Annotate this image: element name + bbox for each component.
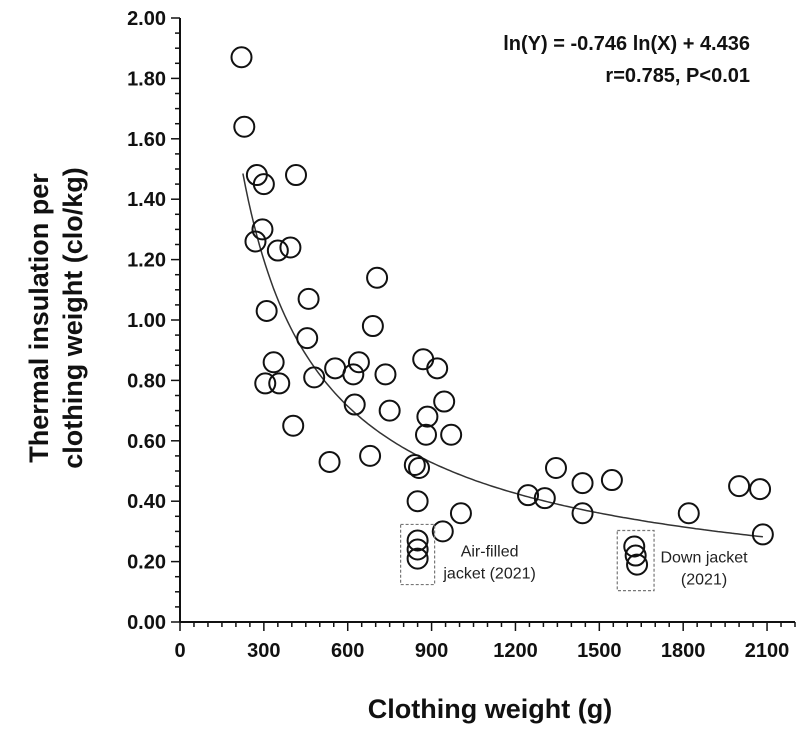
y-tick-label: 0.40 bbox=[127, 491, 166, 513]
data-point bbox=[403, 453, 426, 476]
data-point bbox=[230, 46, 253, 69]
data-point bbox=[677, 502, 700, 525]
data-point bbox=[571, 502, 594, 525]
x-tick-label: 0 bbox=[174, 640, 185, 662]
data-point bbox=[544, 456, 567, 479]
data-point bbox=[415, 423, 437, 446]
data-point bbox=[361, 315, 384, 338]
y-tick-label: 0.60 bbox=[127, 431, 166, 453]
annotation-label: (2021) bbox=[681, 572, 727, 589]
regression-equation: ln(Y) = -0.746 ln(X) + 4.436 bbox=[503, 33, 750, 55]
data-point bbox=[433, 390, 456, 413]
data-point bbox=[366, 266, 389, 289]
data-point bbox=[262, 351, 285, 374]
data-point bbox=[533, 487, 556, 510]
y-axis-title-line-2: clothing weight (clo/kg) bbox=[58, 167, 88, 468]
data-point bbox=[426, 357, 449, 380]
data-point bbox=[296, 327, 319, 350]
annotation-box bbox=[616, 529, 655, 592]
annotation-label: Down jacket bbox=[660, 550, 748, 567]
x-axis-title: Clothing weight (g) bbox=[368, 694, 612, 724]
data-point bbox=[571, 472, 594, 495]
data-point bbox=[626, 553, 649, 576]
data-point bbox=[412, 348, 435, 371]
data-point bbox=[279, 236, 302, 259]
data-points bbox=[230, 46, 774, 576]
x-tick-label: 1800 bbox=[661, 640, 706, 662]
y-axis-ticks: 0.00 0.20 0.40 0.60 0.80 1.00 1.20 1.40 1.60 1.80… bbox=[127, 8, 180, 634]
data-point bbox=[431, 520, 454, 543]
y-axis-title: Thermal insulation per clothing weight (… bbox=[24, 167, 88, 468]
regression-curve bbox=[242, 173, 763, 538]
data-point bbox=[343, 393, 366, 416]
data-point bbox=[254, 372, 277, 395]
data-point bbox=[449, 502, 472, 525]
y-tick-label: 0.20 bbox=[127, 552, 166, 574]
data-point bbox=[440, 423, 463, 446]
data-point bbox=[517, 484, 540, 507]
data-point bbox=[266, 239, 289, 262]
data-point bbox=[406, 529, 429, 552]
data-point bbox=[374, 363, 397, 386]
annotation-label: Air-filled bbox=[461, 543, 519, 560]
data-point bbox=[244, 230, 267, 253]
annotation-box bbox=[400, 523, 436, 586]
annotations: Air-filled jacket (2021) Down jacket (2021) bbox=[400, 523, 748, 592]
data-point bbox=[324, 357, 347, 380]
data-point bbox=[728, 475, 751, 498]
x-tick-label: 900 bbox=[415, 640, 448, 662]
x-tick-label: 600 bbox=[331, 640, 364, 662]
y-tick-label: 2.00 bbox=[127, 8, 166, 30]
data-point bbox=[251, 218, 274, 241]
data-point bbox=[406, 490, 429, 513]
y-tick-label: 1.40 bbox=[127, 189, 166, 211]
x-tick-label: 1500 bbox=[577, 640, 622, 662]
y-tick-label: 1.20 bbox=[127, 250, 166, 272]
regression-stats: r=0.785, P<0.01 bbox=[605, 65, 750, 87]
y-tick-label: 0.00 bbox=[127, 612, 166, 634]
y-tick-label: 1.80 bbox=[127, 68, 166, 90]
data-point bbox=[600, 469, 623, 492]
data-point bbox=[303, 366, 326, 389]
x-tick-label: 300 bbox=[247, 640, 280, 662]
data-point bbox=[347, 351, 370, 374]
x-tick-label: 1200 bbox=[493, 640, 538, 662]
x-tick-label: 2100 bbox=[745, 640, 790, 662]
data-point bbox=[297, 287, 320, 310]
data-point bbox=[408, 456, 431, 479]
data-point bbox=[268, 372, 291, 395]
x-axis-ticks: 0 300 600 900 1200 1500 1800 2100 bbox=[174, 622, 796, 662]
data-point bbox=[282, 414, 305, 437]
data-point bbox=[623, 535, 646, 558]
fit-layer bbox=[242, 173, 763, 538]
data-point bbox=[749, 478, 772, 501]
y-tick-label: 0.80 bbox=[127, 370, 166, 392]
y-tick-label: 1.00 bbox=[127, 310, 166, 332]
data-point bbox=[342, 363, 365, 386]
data-point bbox=[252, 173, 275, 196]
data-point bbox=[318, 450, 341, 473]
data-point bbox=[406, 538, 429, 561]
data-point bbox=[378, 399, 401, 422]
data-point bbox=[624, 544, 647, 567]
data-point bbox=[416, 405, 439, 428]
y-tick-label: 1.60 bbox=[127, 129, 166, 151]
y-axis-title-line-1: Thermal insulation per bbox=[24, 173, 54, 463]
data-point bbox=[255, 299, 278, 322]
data-point bbox=[285, 164, 308, 187]
annotation-label: jacket (2021) bbox=[442, 565, 536, 582]
data-point bbox=[233, 115, 256, 138]
data-point bbox=[406, 547, 429, 570]
data-point bbox=[359, 444, 382, 467]
data-point bbox=[751, 523, 774, 546]
